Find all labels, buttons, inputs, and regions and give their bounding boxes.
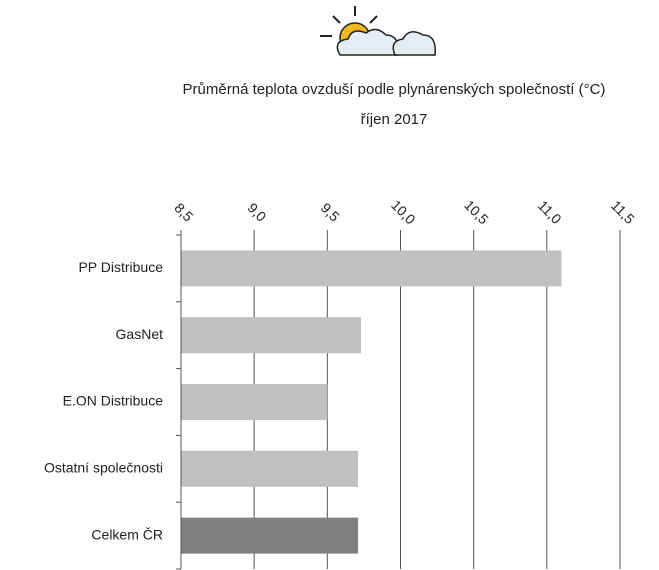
x-tick-label: 10,0 [388, 197, 419, 228]
bar [181, 250, 562, 287]
chart-subtitle: říjen 2017 [361, 111, 428, 128]
chart-title: Průměrná teplota ovzduší podle plynárens… [183, 81, 606, 98]
bar [181, 517, 359, 554]
y-tick-label: Celkem ČR [91, 526, 163, 542]
bar [181, 384, 328, 420]
x-tick-label: 11,5 [608, 197, 638, 227]
x-tick-label: 8,5 [171, 200, 196, 225]
bar [181, 450, 359, 487]
y-tick-label: PP Distribuce [78, 259, 163, 275]
y-tick-label: E.ON Distribuce [63, 393, 164, 409]
x-tick-label: 10,5 [461, 197, 492, 228]
weather-icon [320, 6, 436, 56]
y-tick-label: Ostatní společnosti [44, 460, 163, 476]
x-tick-label: 9,0 [245, 200, 270, 225]
y-tick-label: GasNet [116, 326, 164, 342]
x-tick-label: 11,0 [535, 197, 565, 227]
x-tick-label: 9,5 [318, 200, 343, 225]
bar [181, 317, 361, 354]
